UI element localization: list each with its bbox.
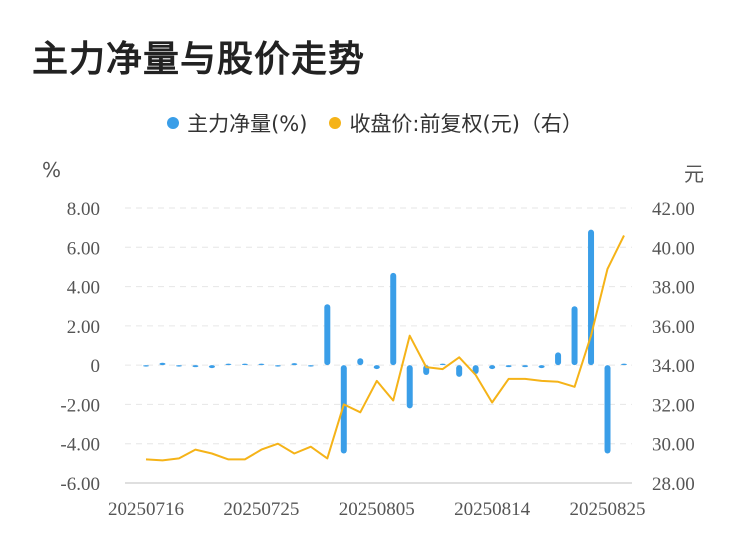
bar — [324, 304, 331, 366]
bar — [390, 272, 397, 366]
bar — [522, 365, 529, 368]
bar — [505, 365, 512, 368]
left-axis-tick-label: -4.00 — [60, 435, 100, 456]
x-axis-tick-label: 20250716 — [108, 499, 184, 520]
bar — [274, 365, 281, 367]
bar — [406, 365, 413, 409]
bar — [571, 306, 578, 366]
left-axis-tick-label: -2.00 — [60, 395, 100, 416]
bar — [456, 365, 463, 377]
bar — [538, 365, 545, 369]
left-axis-tick-label: 6.00 — [67, 238, 100, 259]
bar — [439, 363, 446, 366]
left-axis-unit: % — [42, 158, 62, 182]
bar — [208, 365, 215, 369]
bar — [621, 363, 627, 366]
price-line — [145, 235, 625, 462]
right-axis-tick-label: 40.00 — [652, 238, 695, 259]
legend-item-net-flow[interactable]: 主力净量(%) — [167, 108, 307, 138]
bar — [357, 358, 364, 366]
left-axis-tick-label: -6.00 — [60, 474, 100, 495]
left-axis-tick-label: 4.00 — [67, 278, 100, 299]
left-axis-tick-label: 2.00 — [67, 317, 100, 338]
bar — [225, 363, 232, 366]
bar — [307, 365, 314, 367]
right-axis-tick-label: 36.00 — [652, 317, 695, 338]
legend-item-close-price[interactable]: 收盘价:前复权(元)（右） — [329, 108, 583, 138]
right-axis-unit: 元 — [684, 162, 704, 186]
legend: 主力净量(%) 收盘价:前复权(元)（右） — [0, 108, 750, 138]
legend-label-net-flow: 主力净量(%) — [187, 112, 308, 136]
x-axis-tick-label: 20250825 — [570, 499, 646, 520]
legend-dot-bar-icon — [167, 117, 180, 129]
bar — [143, 365, 149, 367]
x-axis-tick-label: 20250814 — [454, 499, 531, 520]
bar — [192, 365, 199, 368]
bar — [472, 365, 479, 374]
right-axis-tick-label: 42.00 — [652, 199, 695, 220]
right-axis-tick-label: 38.00 — [652, 278, 695, 299]
right-axis-tick-label: 30.00 — [652, 435, 695, 456]
bar — [340, 365, 347, 454]
left-axis-tick-label: 0 — [91, 356, 101, 377]
right-axis-tick-label: 34.00 — [652, 356, 695, 377]
bar — [291, 363, 298, 366]
bar — [604, 365, 611, 454]
bar — [258, 363, 265, 366]
bar — [241, 363, 248, 366]
chart-title: 主力净量与股价走势 — [32, 39, 366, 80]
left-axis-tick-label: 8.00 — [67, 199, 100, 220]
right-axis-tick-label: 32.00 — [652, 395, 695, 416]
right-axis-tick-label: 28.00 — [652, 474, 695, 495]
x-axis-tick-label: 20250725 — [223, 499, 299, 520]
x-axis-tick-label: 20250805 — [339, 499, 415, 520]
legend-label-close-price: 收盘价:前复权(元)（右） — [349, 112, 583, 136]
bar — [489, 365, 496, 370]
bar — [555, 352, 562, 366]
legend-dot-line-icon — [329, 117, 342, 129]
bar — [175, 365, 182, 367]
bar — [373, 365, 380, 370]
bar — [159, 362, 166, 366]
